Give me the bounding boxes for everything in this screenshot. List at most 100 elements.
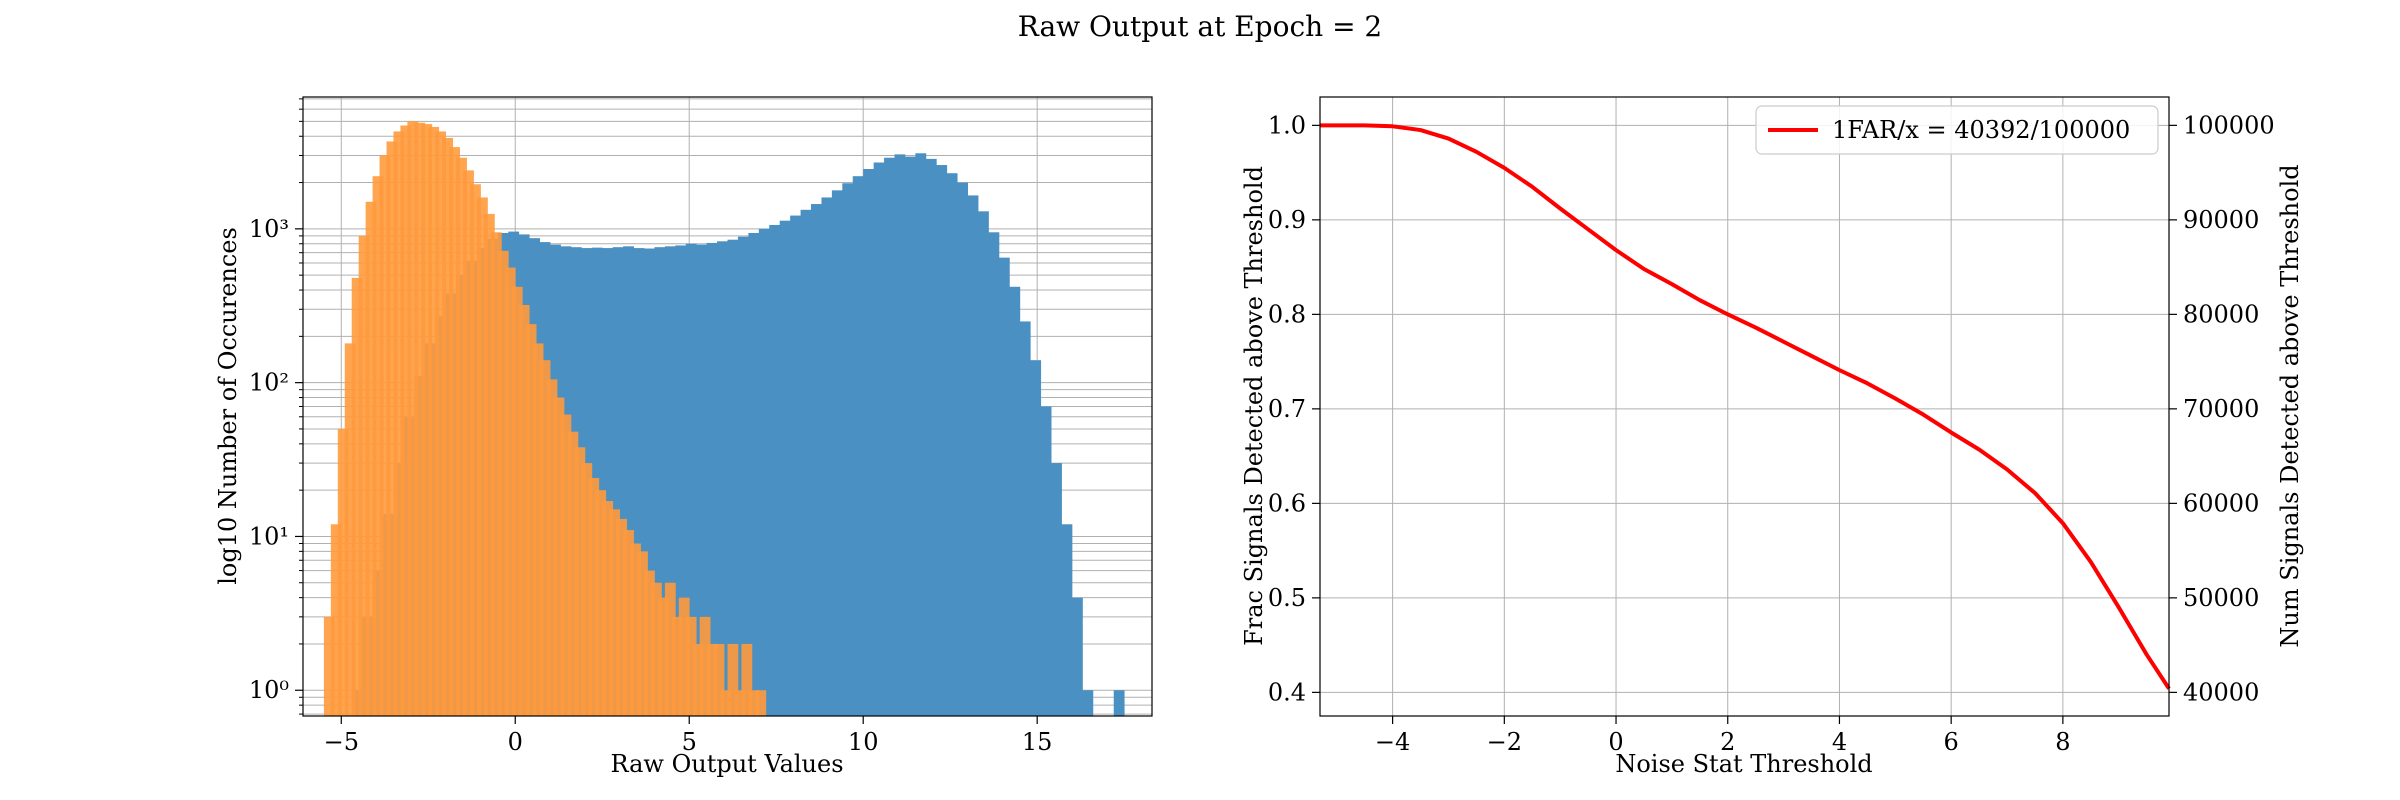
histogram-bar [637,551,648,716]
y2-tick-label: 40000 [2183,678,2259,706]
detection-curve-y-ticks: 0.4 0.5 0.6 0.7 0.8 0.9 1.0 [1268,111,1320,706]
histogram-bar [490,232,502,716]
histogram-bar [894,154,906,716]
histogram-bar [1051,463,1062,716]
histogram-series-orange [323,121,767,717]
histogram-bar [539,360,551,716]
histogram-bar [379,155,391,717]
histogram-bar [532,343,544,716]
histogram-bar [998,257,1010,716]
x-tick-label: 8 [2055,728,2070,756]
y-tick-label: 0.4 [1268,678,1306,706]
histogram-bar [1071,597,1083,716]
detection-curve-axes-frame [1319,96,2170,717]
histogram-bar [811,204,822,717]
detection-curve-x-label: Noise Stat Threshold [1615,750,1872,778]
histogram-bar [323,616,335,716]
histogram-bar [470,184,481,716]
histogram-bar [755,690,767,716]
y-tick-label: 0.9 [1268,206,1306,234]
histogram-bar [692,643,704,716]
histogram-bar [435,131,447,716]
histogram-y-label: log10 Number of Occurences [214,227,242,585]
y-tick-label: 0.5 [1268,584,1306,612]
histogram-bar [957,182,968,716]
histogram-bar [643,248,655,716]
x-tick-label: 0 [508,728,523,756]
histogram-bar [365,201,377,716]
histogram-bar [904,156,916,717]
histogram-bar [884,157,895,717]
histogram-bar [633,248,645,716]
histogram-bar [1082,690,1094,716]
histogram-bar [518,304,530,716]
histogram-bar [602,501,614,716]
histogram-bar [790,215,801,716]
x-tick-label: 6 [1944,728,1959,756]
detection-curve-y-label: Frac Signals Detected above Threshold [1240,166,1268,646]
histogram-bar [650,582,662,716]
histogram-bar [779,220,791,716]
histogram-bar [511,286,523,716]
histogram-bar [706,242,718,716]
y-tick-label: 0.7 [1268,395,1306,423]
histogram-x-ticks: −5 0 5 10 15 [324,716,1053,756]
histogram-bar [863,169,875,716]
histogram-bar [1019,321,1031,716]
histogram-bar [842,183,854,717]
histogram-bar [936,165,948,716]
histogram-bar [671,616,683,716]
histogram-bar [657,597,669,716]
histogram-bar [428,126,440,717]
histogram-bar [525,324,537,716]
histogram-bar [421,124,433,716]
histogram-bar [988,232,1000,716]
detection-curve-y2-ticks: 40000 50000 60000 70000 80000 90000 100000 [2169,111,2275,706]
histogram-bar [978,211,989,716]
y-tick-label: 10¹ [249,522,289,550]
histogram-bar [623,530,634,716]
legend-label: 1FAR/x = 40392/100000 [1832,116,2130,144]
histogram-bar [393,131,405,716]
x-tick-label: 0 [1608,728,1623,756]
histogram-bar [852,176,864,716]
x-tick-label: 15 [1022,728,1053,756]
histogram-bar [546,379,558,716]
histogram-bar [727,239,739,716]
histogram-bar [873,162,885,716]
histogram-bar [407,121,419,717]
histogram-bar [602,248,614,716]
histogram-bar [400,125,412,717]
y-tick-label: 10³ [249,215,289,243]
histogram-bar [1040,406,1052,716]
detection-curve-x-ticks: −4 −2 0 2 4 6 8 [1375,716,2071,756]
histogram-bar [643,570,655,716]
histogram-bar [758,228,770,716]
x-tick-label: 5 [682,728,697,756]
histogram-y-ticks: 10⁰ 10¹ 10² 10³ [249,98,303,715]
histogram-bar [358,235,370,716]
histogram-bar [623,246,634,716]
y2-tick-label: 80000 [2183,300,2259,328]
detection-curve-grid [1320,97,2169,716]
histogram-bar [476,197,488,716]
histogram-bar [630,543,641,716]
histogram-bar [612,247,624,716]
histogram-bar [442,137,454,716]
histogram-bar [664,582,676,716]
histogram-bar [449,147,460,717]
histogram-bar [699,616,711,716]
histogram-bar [664,246,676,716]
histogram-bar [616,518,627,716]
legend-box [1755,105,2159,155]
x-tick-label: −2 [1487,728,1522,756]
histogram-bar [685,616,697,716]
histogram-bar [504,267,516,716]
histogram-bar [588,477,600,716]
y2-tick-label: 50000 [2183,584,2259,612]
histogram-bar [800,209,812,716]
histogram-bar [967,195,979,716]
histogram-bar [706,643,718,716]
